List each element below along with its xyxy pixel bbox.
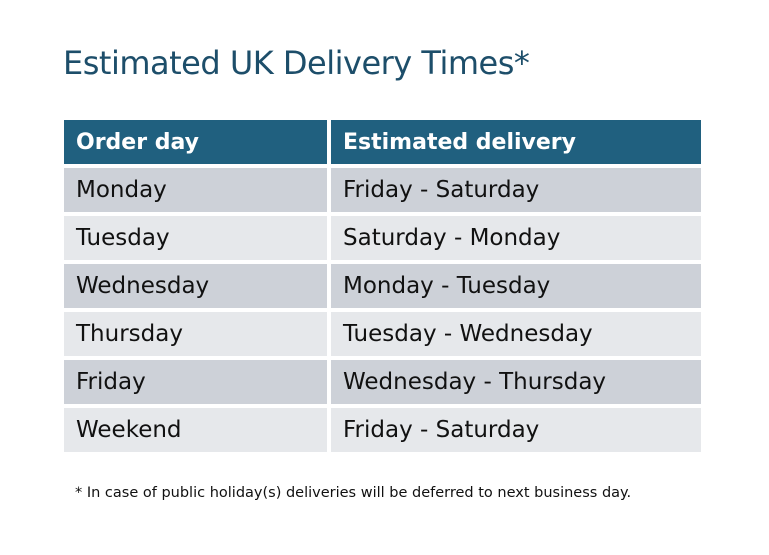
order-day-cell: Weekend bbox=[64, 404, 327, 452]
estimated-delivery-cell: Friday - Saturday bbox=[327, 164, 701, 212]
estimated-delivery-cell: Saturday - Monday bbox=[327, 212, 701, 260]
estimated-delivery-cell: Monday - Tuesday bbox=[327, 260, 701, 308]
table-row: Weekend Friday - Saturday bbox=[64, 404, 701, 452]
estimated-delivery-cell: Tuesday - Wednesday bbox=[327, 308, 701, 356]
order-day-cell: Tuesday bbox=[64, 212, 327, 260]
table-row: Monday Friday - Saturday bbox=[64, 164, 701, 212]
order-day-cell: Thursday bbox=[64, 308, 327, 356]
page-title: Estimated UK Delivery Times* bbox=[63, 44, 530, 82]
header-estimated-delivery: Estimated delivery bbox=[327, 120, 701, 164]
table-row: Tuesday Saturday - Monday bbox=[64, 212, 701, 260]
order-day-cell: Monday bbox=[64, 164, 327, 212]
table-header-row: Order day Estimated delivery bbox=[64, 120, 701, 164]
table-row: Wednesday Monday - Tuesday bbox=[64, 260, 701, 308]
header-order-day: Order day bbox=[64, 120, 327, 164]
estimated-delivery-cell: Friday - Saturday bbox=[327, 404, 701, 452]
delivery-table: Order day Estimated delivery Monday Frida… bbox=[64, 120, 701, 452]
footnote: * In case of public holiday(s) deliverie… bbox=[75, 485, 632, 501]
order-day-cell: Friday bbox=[64, 356, 327, 404]
table-row: Friday Wednesday - Thursday bbox=[64, 356, 701, 404]
order-day-cell: Wednesday bbox=[64, 260, 327, 308]
estimated-delivery-cell: Wednesday - Thursday bbox=[327, 356, 701, 404]
table-row: Thursday Tuesday - Wednesday bbox=[64, 308, 701, 356]
